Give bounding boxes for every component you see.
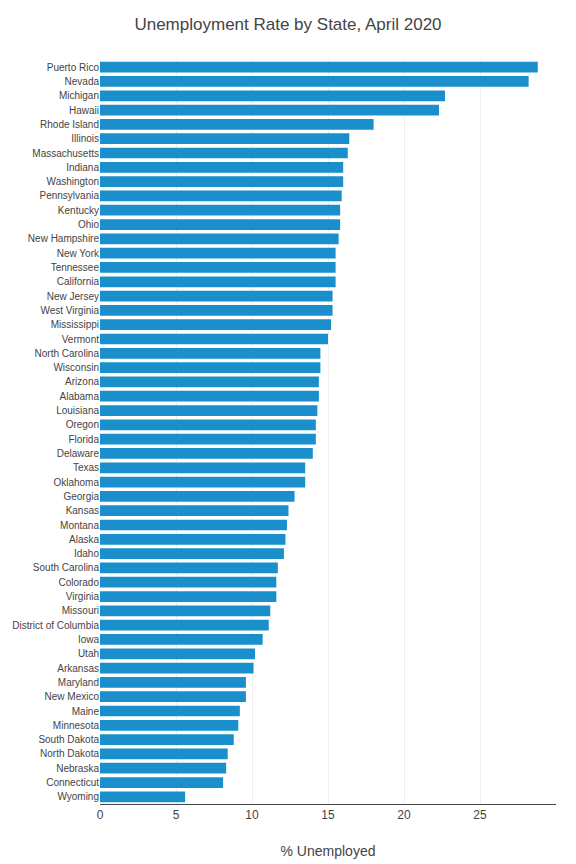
svg-text:Michigan: Michigan: [59, 90, 99, 101]
svg-text:Nebraska: Nebraska: [56, 763, 99, 774]
svg-text:Wisconsin: Wisconsin: [53, 362, 99, 373]
svg-text:West Virginia: West Virginia: [40, 305, 99, 316]
svg-text:Connecticut: Connecticut: [46, 777, 99, 788]
svg-text:5: 5: [173, 808, 180, 822]
svg-text:Texas: Texas: [73, 462, 99, 473]
svg-text:District of Columbia: District of Columbia: [12, 620, 99, 631]
svg-text:Arkansas: Arkansas: [57, 663, 99, 674]
svg-text:Rhode Island: Rhode Island: [40, 119, 99, 130]
svg-text:Massachusetts: Massachusetts: [32, 148, 99, 159]
svg-text:Virginia: Virginia: [66, 591, 100, 602]
svg-text:25: 25: [473, 808, 487, 822]
svg-text:California: California: [57, 276, 100, 287]
svg-text:New Jersey: New Jersey: [47, 291, 99, 302]
svg-text:Unemployment Rate by State, Ap: Unemployment Rate by State, April 2020: [134, 15, 441, 34]
svg-text:Alaska: Alaska: [69, 534, 99, 545]
svg-text:Illinois: Illinois: [71, 133, 99, 144]
svg-text:Florida: Florida: [68, 434, 99, 445]
svg-text:Ohio: Ohio: [78, 219, 100, 230]
svg-text:Missouri: Missouri: [62, 605, 99, 616]
svg-text:South Dakota: South Dakota: [38, 734, 99, 745]
svg-text:North Dakota: North Dakota: [40, 748, 99, 759]
svg-text:Minnesota: Minnesota: [53, 720, 100, 731]
svg-text:Hawaii: Hawaii: [69, 105, 99, 116]
svg-text:Oklahoma: Oklahoma: [53, 477, 99, 488]
svg-text:% Unemployed: % Unemployed: [281, 843, 376, 859]
svg-text:Alabama: Alabama: [60, 391, 100, 402]
svg-text:10: 10: [245, 808, 259, 822]
svg-text:Montana: Montana: [60, 520, 99, 531]
svg-text:Maryland: Maryland: [58, 677, 99, 688]
svg-text:Wyoming: Wyoming: [57, 791, 99, 802]
svg-text:New York: New York: [57, 248, 100, 259]
svg-text:Oregon: Oregon: [66, 419, 99, 430]
svg-text:South Carolina: South Carolina: [33, 562, 100, 573]
svg-text:Mississippi: Mississippi: [51, 319, 99, 330]
svg-text:Pennsylvania: Pennsylvania: [40, 190, 100, 201]
svg-text:Utah: Utah: [78, 648, 99, 659]
svg-text:Iowa: Iowa: [78, 634, 100, 645]
svg-text:Kansas: Kansas: [66, 505, 99, 516]
svg-text:Maine: Maine: [72, 706, 100, 717]
svg-text:Idaho: Idaho: [74, 548, 99, 559]
svg-text:Delaware: Delaware: [57, 448, 100, 459]
svg-text:Arizona: Arizona: [65, 376, 99, 387]
svg-text:0: 0: [97, 808, 104, 822]
svg-text:Louisiana: Louisiana: [56, 405, 99, 416]
svg-text:North Carolina: North Carolina: [35, 348, 100, 359]
svg-text:15: 15: [321, 808, 335, 822]
svg-text:Washington: Washington: [47, 176, 99, 187]
svg-text:Tennessee: Tennessee: [51, 262, 100, 273]
svg-text:20: 20: [397, 808, 411, 822]
svg-text:Kentucky: Kentucky: [58, 205, 99, 216]
svg-text:New Hampshire: New Hampshire: [28, 233, 100, 244]
svg-text:Colorado: Colorado: [58, 577, 99, 588]
svg-text:New Mexico: New Mexico: [45, 691, 100, 702]
svg-text:Puerto Rico: Puerto Rico: [47, 62, 100, 73]
svg-text:Georgia: Georgia: [63, 491, 99, 502]
svg-text:Vermont: Vermont: [62, 334, 99, 345]
svg-text:Nevada: Nevada: [65, 76, 100, 87]
svg-text:Indiana: Indiana: [66, 162, 99, 173]
